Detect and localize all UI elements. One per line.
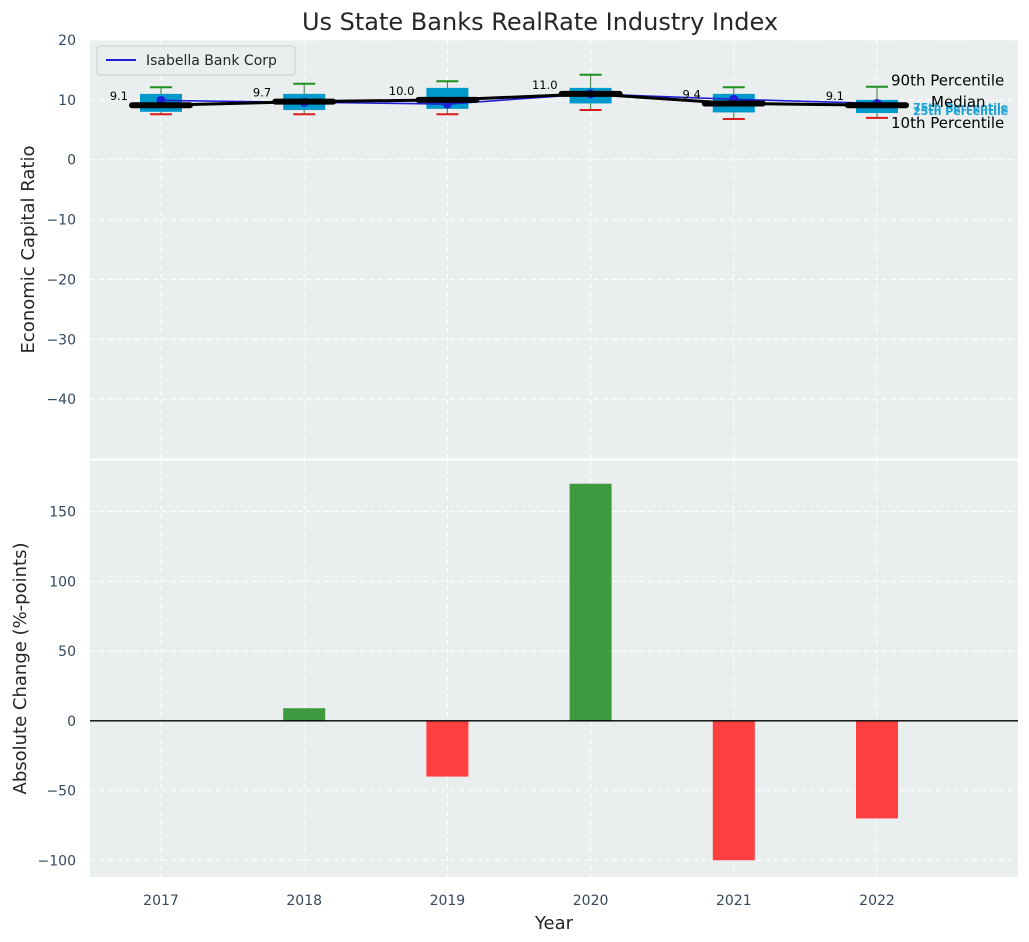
annotation-p10: 10th Percentile	[891, 114, 1004, 132]
chart-title: Us State Banks RealRate Industry Index	[302, 8, 778, 36]
change-bar-2018	[283, 708, 326, 721]
median-label-2017: 9.1	[110, 89, 128, 103]
legend: Isabella Bank Corp	[96, 45, 296, 76]
median-label-2019: 10.0	[389, 84, 415, 98]
x-tick-label-2021: 2021	[716, 893, 752, 909]
x-axis-label: Year	[534, 913, 574, 934]
x-tick-label-2018: 2018	[286, 893, 322, 909]
change-bar-2022	[856, 720, 898, 819]
top-y-tick-label: 0	[67, 153, 76, 169]
annotation-p90: 90th Percentile	[891, 72, 1004, 90]
bottom-y-tick-label: 50	[58, 644, 76, 660]
bottom-y-tick-label: −50	[46, 784, 76, 800]
top-y-tick-label: −30	[46, 332, 76, 348]
top-y-tick-label: −10	[46, 213, 76, 229]
annotation-median: Median	[931, 93, 986, 111]
bottom-y-axis-label: Absolute Change (%-points)	[10, 543, 31, 795]
x-tick-label-2019: 2019	[430, 893, 466, 909]
top-y-axis-label: Economic Capital Ratio	[18, 146, 39, 354]
median-label-2022: 9.1	[826, 89, 844, 103]
bottom-y-tick-label: 100	[49, 574, 76, 590]
top-y-tick-label: 10	[58, 93, 76, 109]
bottom-y-tick-label: 0	[67, 714, 76, 730]
x-tick-label-2022: 2022	[859, 893, 895, 909]
top-y-tick-label: −20	[46, 272, 76, 288]
annotation-p75: 75th Percentile	[913, 101, 1008, 114]
change-bar-2019	[426, 720, 469, 777]
change-bar-2020	[569, 483, 612, 721]
bottom-y-tick-label: 150	[49, 505, 76, 521]
bottom-y-tick-label: −100	[38, 853, 76, 869]
change-bar-2021	[712, 720, 755, 861]
x-tick-label-2017: 2017	[143, 893, 179, 909]
legend-box	[96, 45, 296, 76]
annotation-p25: 25th Percentile	[913, 105, 1008, 118]
top-y-tick-label: −40	[46, 392, 76, 408]
top-y-tick-label: 20	[58, 33, 76, 49]
legend-label-isabella: Isabella Bank Corp	[146, 53, 277, 69]
median-label-2018: 9.7	[253, 86, 271, 100]
median-label-2021: 9.4	[683, 87, 701, 101]
x-tick-label-2020: 2020	[573, 893, 609, 909]
median-label-2020: 11.0	[532, 78, 558, 92]
